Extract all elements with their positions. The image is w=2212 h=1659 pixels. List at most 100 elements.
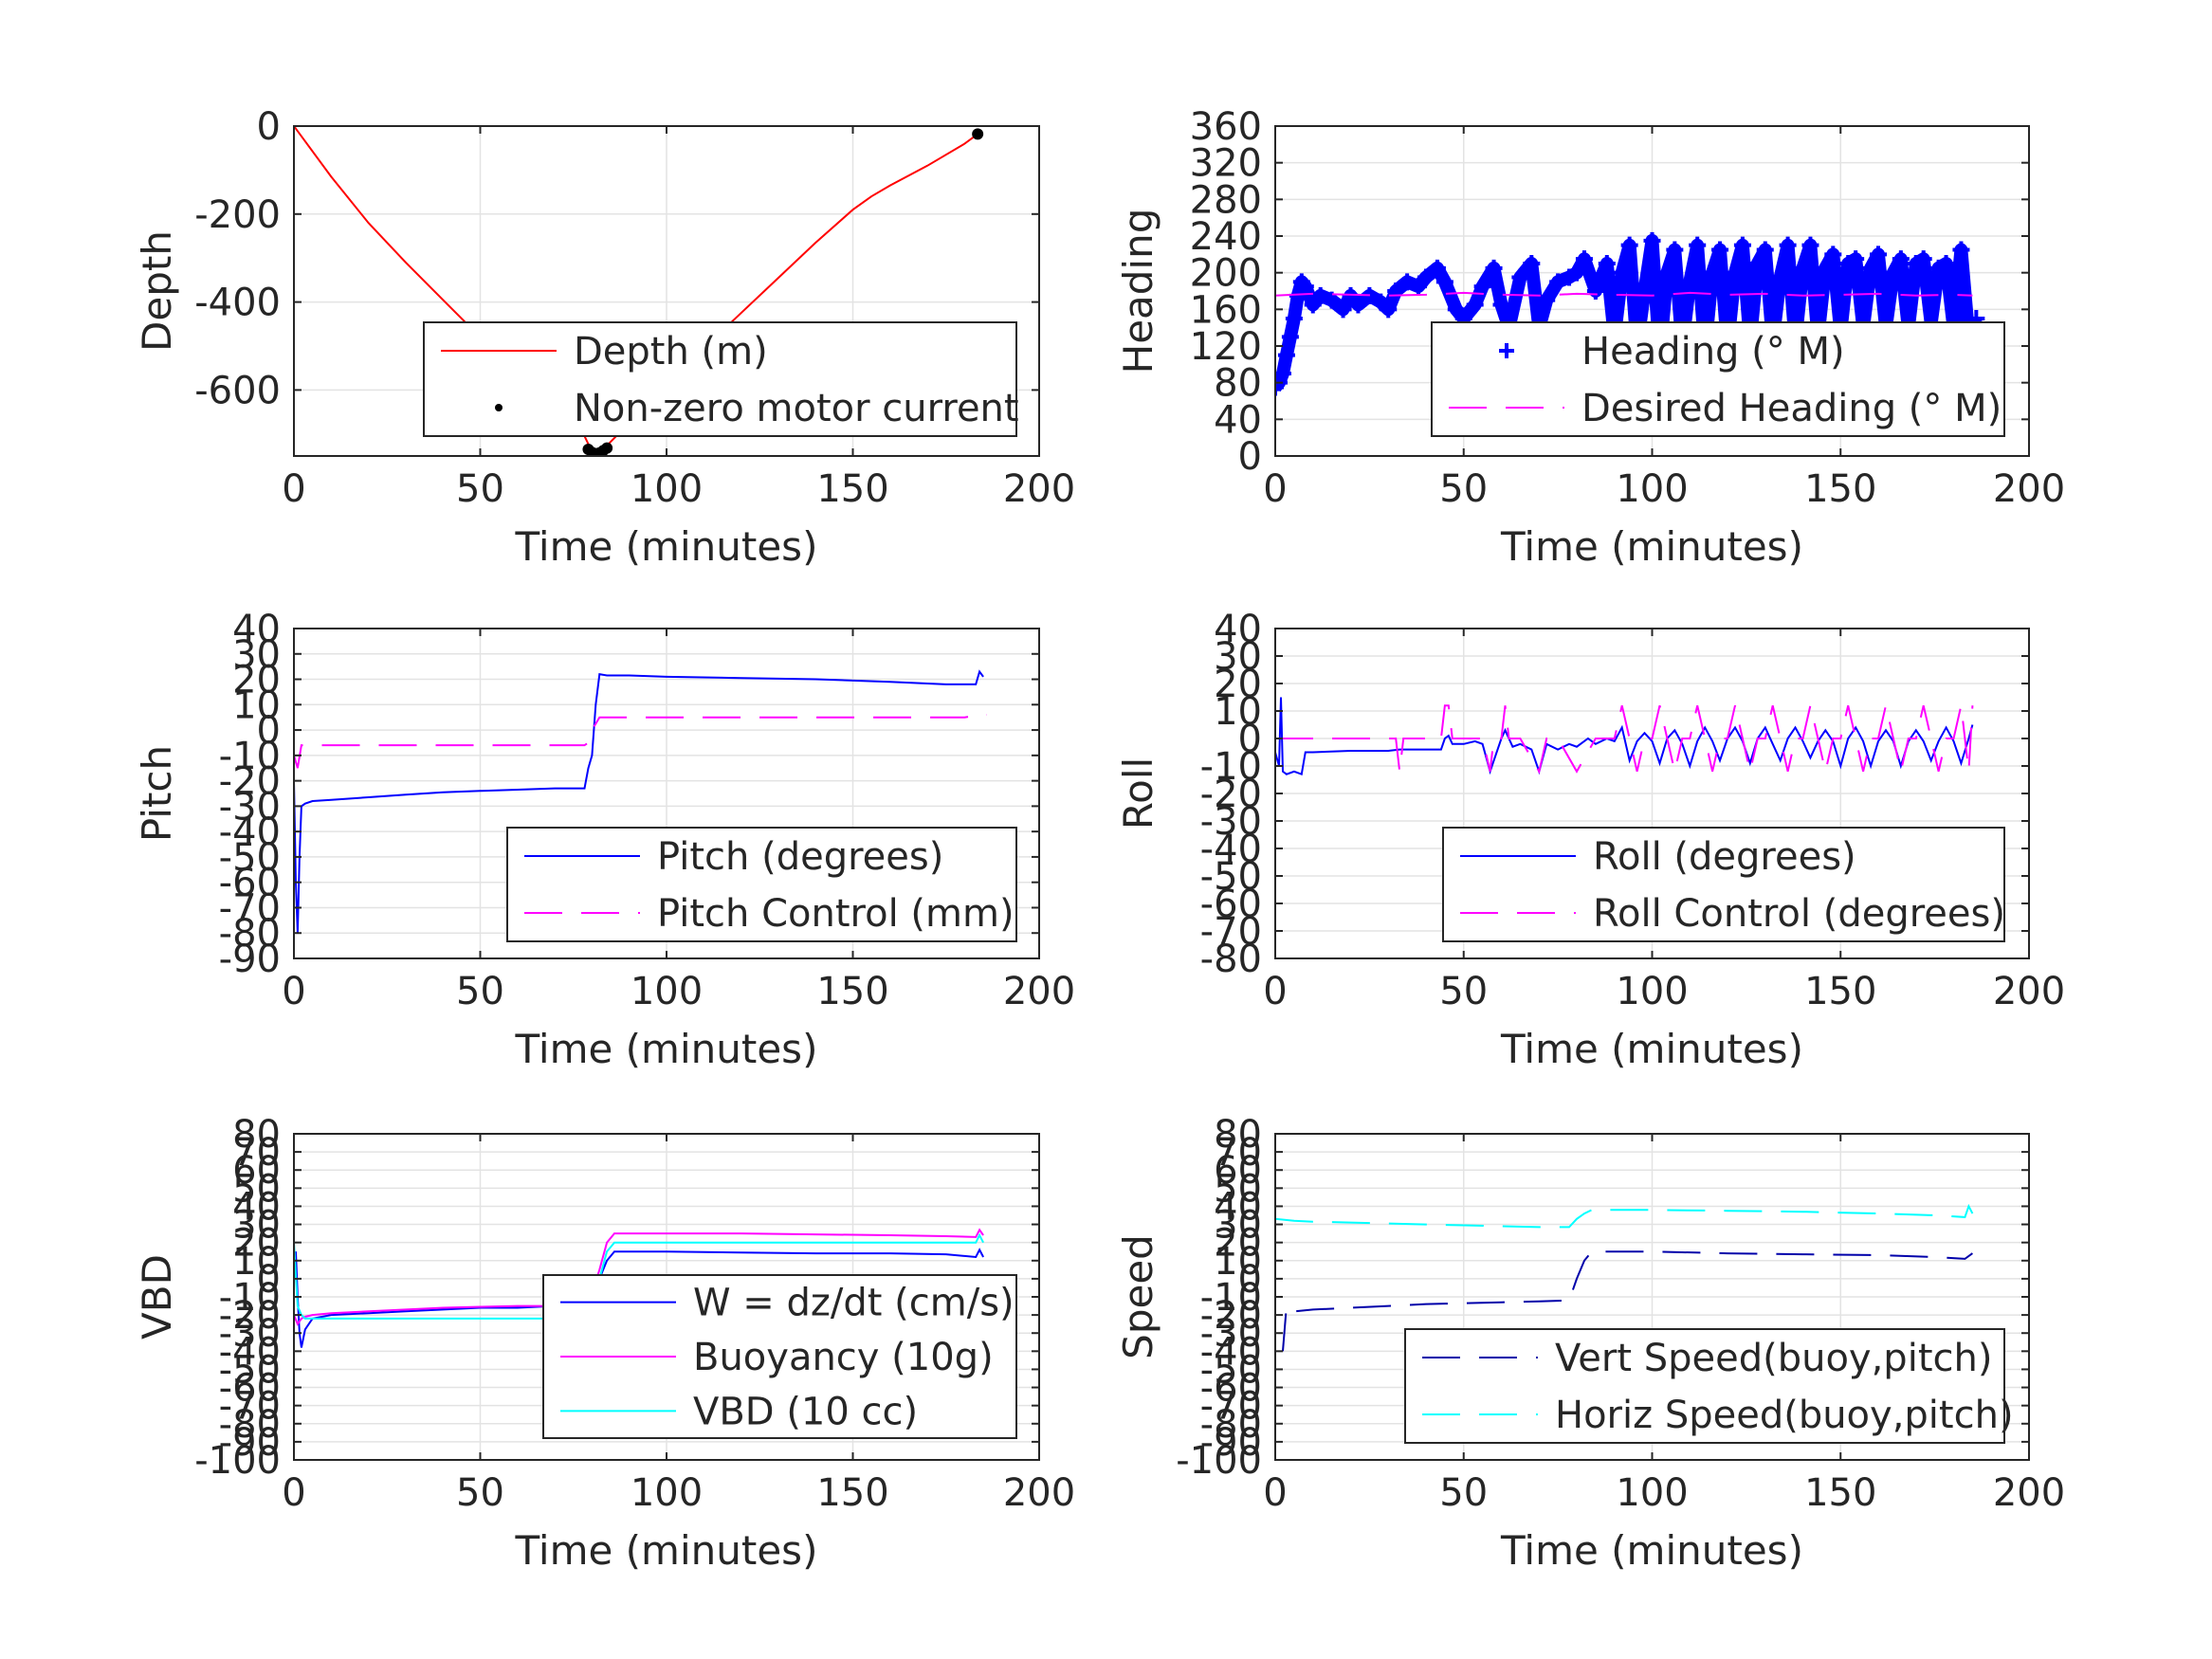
y-tick-label: -10	[219, 735, 281, 778]
legend-label: W = dz/dt (cm/s)	[693, 1282, 1015, 1325]
y-tick-label: 30	[1214, 635, 1262, 679]
y-tick-label: 60	[232, 1149, 281, 1193]
y-tick-label: 0	[1238, 1258, 1262, 1302]
y-tick-label: -20	[1200, 773, 1262, 816]
x-axis-label: Time (minutes)	[1500, 523, 1803, 570]
x-tick-label: 50	[1439, 970, 1488, 1013]
x-tick-label: 200	[1993, 1471, 2065, 1515]
y-tick-label: 30	[232, 633, 281, 677]
legend: W = dz/dt (cm/s) Buoyancy (10g) VBD (10 cc…	[542, 1274, 1017, 1439]
data-point	[1952, 241, 1970, 259]
x-tick-label: 150	[816, 1471, 888, 1515]
data-point	[1428, 259, 1446, 277]
y-tick-label: 320	[1190, 142, 1262, 186]
data-point	[1643, 231, 1661, 249]
y-tick-label: 30	[1214, 1204, 1262, 1248]
y-tick-label: 20	[1214, 1222, 1262, 1266]
data-point	[1296, 278, 1314, 296]
y-tick-label: -30	[1200, 800, 1262, 844]
y-tick-label: 0	[257, 1258, 281, 1302]
y-tick-label: -60	[219, 862, 281, 905]
chart-panel-4: 0 50 100 150 200-80-70-60-50-40-30-20-100102…	[1115, 608, 2065, 1072]
y-tick-label: -80	[219, 912, 281, 956]
data-point	[1681, 273, 1699, 291]
data-point	[1689, 236, 1707, 254]
legend-label: Non-zero motor current	[574, 387, 1019, 430]
data-point	[1492, 296, 1510, 314]
x-tick-label: 0	[282, 970, 305, 1013]
data-point	[1447, 301, 1465, 319]
data-point	[1511, 268, 1529, 286]
chart-panel-3: 0 50 100 150 200-90-80-70-60-50-40-30-20-100…	[134, 608, 1075, 1072]
y-tick-label: 20	[1214, 663, 1262, 706]
x-tick-label: 100	[631, 970, 703, 1013]
data-point	[1398, 273, 1417, 291]
legend-swatch	[495, 404, 503, 411]
data-point	[1771, 268, 1789, 286]
x-axis-label: Time (minutes)	[515, 1527, 818, 1574]
y-tick-label: 0	[1238, 718, 1262, 761]
data-point	[1575, 250, 1593, 268]
y-tick-label: 160	[1190, 288, 1262, 332]
data-point	[1704, 264, 1722, 282]
y-tick-label: 280	[1190, 178, 1262, 222]
data-point	[1613, 264, 1631, 282]
y-tick-label: 10	[232, 684, 281, 727]
y-tick-label: -600	[194, 369, 281, 412]
y-tick-label: 40	[1214, 398, 1262, 442]
y-tick-label: -70	[1200, 910, 1262, 954]
data-point	[1277, 346, 1295, 364]
series-roll-control-degrees	[1275, 704, 1974, 775]
data-point	[1275, 378, 1284, 396]
y-tick-label: 20	[232, 1222, 281, 1266]
y-tick-label: -40	[1200, 1330, 1262, 1374]
x-axis-label: Time (minutes)	[1500, 1026, 1803, 1072]
y-tick-label: -400	[194, 282, 281, 325]
y-tick-label: -60	[219, 1367, 281, 1411]
legend-box	[423, 321, 1017, 437]
y-tick-label: 80	[1214, 1113, 1262, 1157]
x-tick-label: 150	[816, 970, 888, 1013]
data-point	[1817, 259, 1835, 277]
y-tick-label: 0	[257, 709, 281, 753]
x-tick-label: 200	[1003, 467, 1075, 511]
data-point	[1410, 278, 1428, 296]
data-point	[1485, 259, 1503, 277]
y-tick-label: 0	[257, 105, 281, 149]
data-point	[1275, 365, 1291, 382]
data-point	[1862, 259, 1880, 277]
y-tick-label: -70	[219, 1385, 281, 1429]
data-point	[1801, 236, 1819, 254]
data-point	[1568, 264, 1585, 282]
x-tick-label: 100	[1616, 467, 1688, 511]
x-tick-label: 200	[1993, 467, 2065, 511]
data-point	[1473, 278, 1491, 296]
x-tick-label: 150	[1804, 467, 1876, 511]
y-tick-label: 10	[1214, 690, 1262, 734]
series-pitch-degrees	[294, 669, 984, 934]
data-layer	[294, 669, 987, 934]
y-tick-label: -80	[1200, 938, 1262, 981]
y-tick-label: -10	[1200, 1276, 1262, 1320]
y-axis-label: Roll	[1115, 757, 1161, 830]
x-tick-label: 100	[1616, 970, 1688, 1013]
x-tick-label: 0	[282, 467, 305, 511]
x-axis-label: Time (minutes)	[515, 1026, 818, 1072]
data-point	[1417, 268, 1435, 286]
legend-box	[1404, 1328, 2005, 1444]
data-point	[1349, 296, 1367, 314]
data-point	[1523, 255, 1541, 272]
data-point	[601, 442, 613, 454]
data-point	[1285, 310, 1303, 327]
data-point	[1779, 236, 1797, 254]
y-tick-label: -90	[219, 1421, 281, 1465]
y-tick-label: -60	[1200, 883, 1262, 926]
y-axis-label: Heading	[1115, 209, 1161, 374]
y-tick-label: -20	[219, 1294, 281, 1338]
y-tick-label: -200	[194, 193, 281, 237]
legend-box	[1442, 827, 2005, 942]
y-tick-label: -10	[1200, 745, 1262, 789]
legend: Vert Speed(buoy,pitch) Horiz Speed(buoy,p…	[1404, 1328, 2014, 1444]
legend-label: Roll (degrees)	[1593, 835, 1856, 879]
y-tick-label: -80	[219, 1403, 281, 1447]
